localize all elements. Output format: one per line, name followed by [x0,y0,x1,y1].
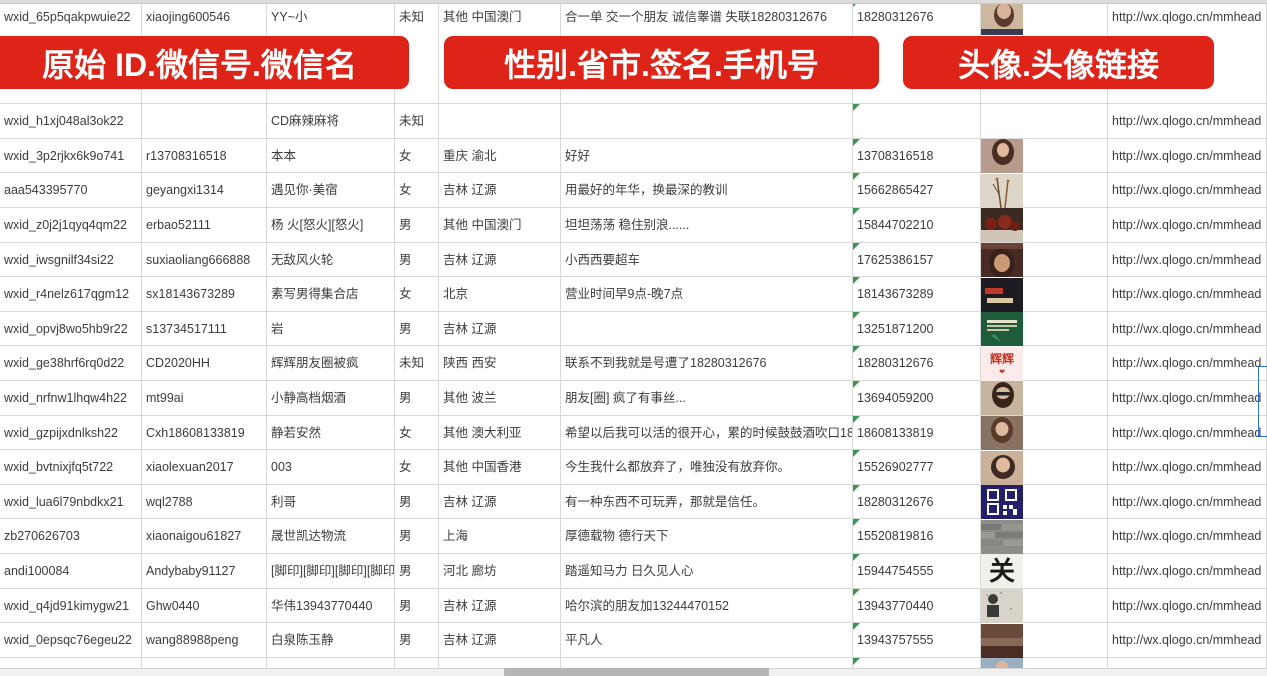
svg-text:辉辉: 辉辉 [990,352,1014,366]
svg-text:关: 关 [989,557,1015,586]
svg-text:❤: ❤ [999,369,1005,376]
